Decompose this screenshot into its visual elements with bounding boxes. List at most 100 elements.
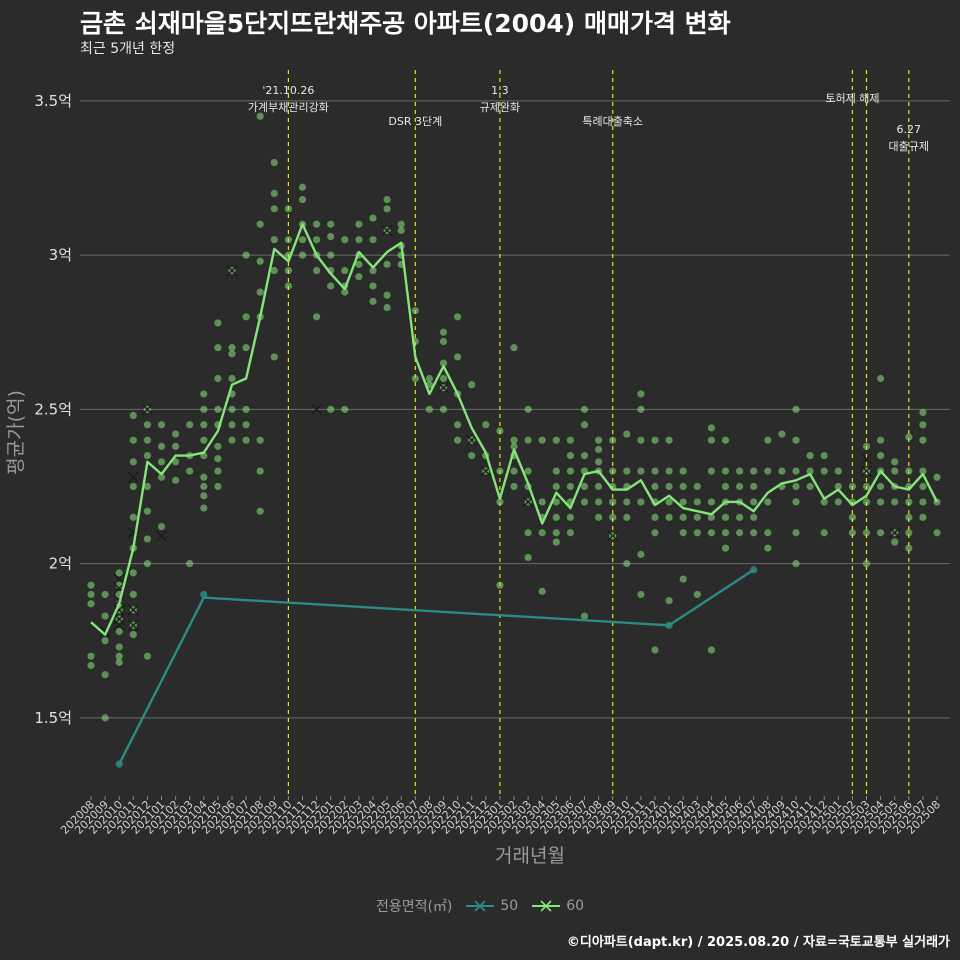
transaction-dot-60 (580, 405, 589, 413)
cross-marker (861, 453, 872, 465)
transaction-dot-60 (425, 405, 433, 413)
transaction-dot-60 (143, 507, 151, 515)
transaction-dot-60 (891, 458, 899, 466)
transaction-dot-60 (580, 498, 589, 506)
transaction-dot-60 (609, 436, 617, 444)
transaction-dot-60 (707, 646, 716, 654)
transaction-dot-60 (736, 513, 744, 521)
transaction-dot-60 (242, 421, 250, 429)
transaction-dot-60 (623, 498, 631, 506)
transaction-dot-60 (524, 405, 532, 413)
transaction-dot-60 (214, 319, 222, 327)
transaction-dot-60 (101, 590, 109, 599)
transaction-dot-60 (214, 467, 222, 475)
x-axis-title: 거래년월 (495, 845, 565, 867)
transaction-dot-60 (609, 513, 617, 521)
cross-marker (127, 619, 139, 631)
transaction-dot-60 (877, 498, 885, 506)
transaction-dot-60 (693, 529, 701, 537)
transaction-dot-60 (750, 529, 758, 537)
event-label: 특례대출축소 (582, 115, 643, 128)
y-tick-label: 1.5억 (34, 709, 72, 727)
transaction-dot-60 (778, 430, 786, 438)
transaction-dot-60 (651, 646, 659, 654)
event-label: 대출규제 (889, 140, 929, 153)
transaction-dot-60 (256, 467, 264, 475)
transaction-dot-60 (200, 473, 208, 481)
transaction-dot-60 (383, 291, 391, 299)
transaction-dot-60 (524, 529, 532, 537)
cross-marker (861, 465, 872, 477)
transaction-dot-60 (580, 612, 589, 620)
transaction-dot-60 (214, 442, 222, 450)
transaction-dot-60 (792, 482, 800, 491)
transaction-dot-60 (397, 226, 405, 235)
transaction-dot-60 (327, 232, 335, 241)
transaction-dot-60 (454, 353, 462, 361)
transaction-dot-60 (862, 442, 871, 450)
transaction-dot-60 (862, 529, 871, 537)
event-label: 6.27 (897, 123, 922, 136)
transaction-dot-60 (454, 313, 462, 321)
transaction-dot-60 (242, 405, 250, 413)
transaction-dot-60 (439, 337, 448, 346)
transaction-dot-60 (439, 374, 448, 383)
transaction-dot-60 (623, 513, 631, 521)
transaction-dot-60 (792, 405, 800, 413)
transaction-dot-60 (637, 590, 645, 599)
transaction-dot-60 (891, 467, 899, 475)
transaction-dot-60 (172, 476, 180, 484)
transaction-dot-60 (496, 427, 504, 435)
transaction-dot-60 (383, 205, 391, 213)
transaction-dot-60 (693, 498, 701, 506)
transaction-dot-60 (284, 266, 292, 275)
transaction-dot-60 (214, 482, 222, 491)
transaction-dot-60 (228, 405, 236, 413)
transaction-dot-60 (919, 421, 927, 429)
transaction-dot-60 (242, 344, 250, 352)
transaction-dot-60 (228, 421, 236, 429)
transaction-dot-60 (919, 482, 927, 491)
transaction-dot-60 (256, 288, 264, 296)
transaction-dot-60 (298, 183, 307, 191)
transaction-dot-60 (242, 313, 250, 321)
transaction-dot-60 (891, 498, 899, 506)
transaction-dot-60 (369, 236, 377, 244)
transaction-dot-60 (679, 498, 687, 506)
transaction-dot-60 (919, 513, 927, 521)
transaction-dot-60 (242, 436, 250, 444)
transaction-dot-60 (510, 442, 518, 450)
transaction-dot-60 (623, 430, 631, 438)
transaction-dot-60 (468, 381, 476, 389)
transaction-dot-60 (595, 482, 603, 491)
transaction-dot-60 (792, 529, 800, 537)
transaction-dot-60 (919, 436, 927, 444)
transaction-dot-60 (764, 498, 772, 506)
transaction-dot-60 (383, 303, 391, 312)
transaction-dot-60 (341, 405, 349, 413)
event-label: '21.10.26 (262, 84, 314, 97)
transaction-dot-60 (623, 467, 631, 475)
transaction-dot-60 (256, 112, 264, 120)
transaction-dot-60 (877, 436, 885, 444)
transaction-dot-60 (538, 529, 546, 537)
transaction-dot-60 (270, 236, 278, 244)
transaction-dot-60 (496, 581, 504, 589)
transaction-dot-60 (693, 513, 701, 521)
legend-swatch-50 (466, 900, 495, 912)
transaction-dot-60 (143, 535, 151, 543)
transaction-dot-60 (425, 374, 433, 383)
transaction-dot-60 (200, 482, 208, 491)
transaction-dot-60 (439, 405, 448, 413)
transaction-dot-60 (87, 661, 95, 670)
transaction-dot-60 (820, 467, 828, 475)
transaction-dot-60 (510, 482, 518, 491)
transaction-dot-60 (383, 260, 391, 268)
transaction-dot-60 (355, 273, 363, 281)
transaction-dot-60 (200, 492, 208, 500)
transaction-dot-60 (242, 251, 250, 259)
transaction-dot-60 (707, 513, 716, 521)
transaction-dot-60 (270, 266, 278, 275)
transaction-dot-60 (228, 436, 236, 444)
transaction-dot-60 (651, 513, 659, 521)
